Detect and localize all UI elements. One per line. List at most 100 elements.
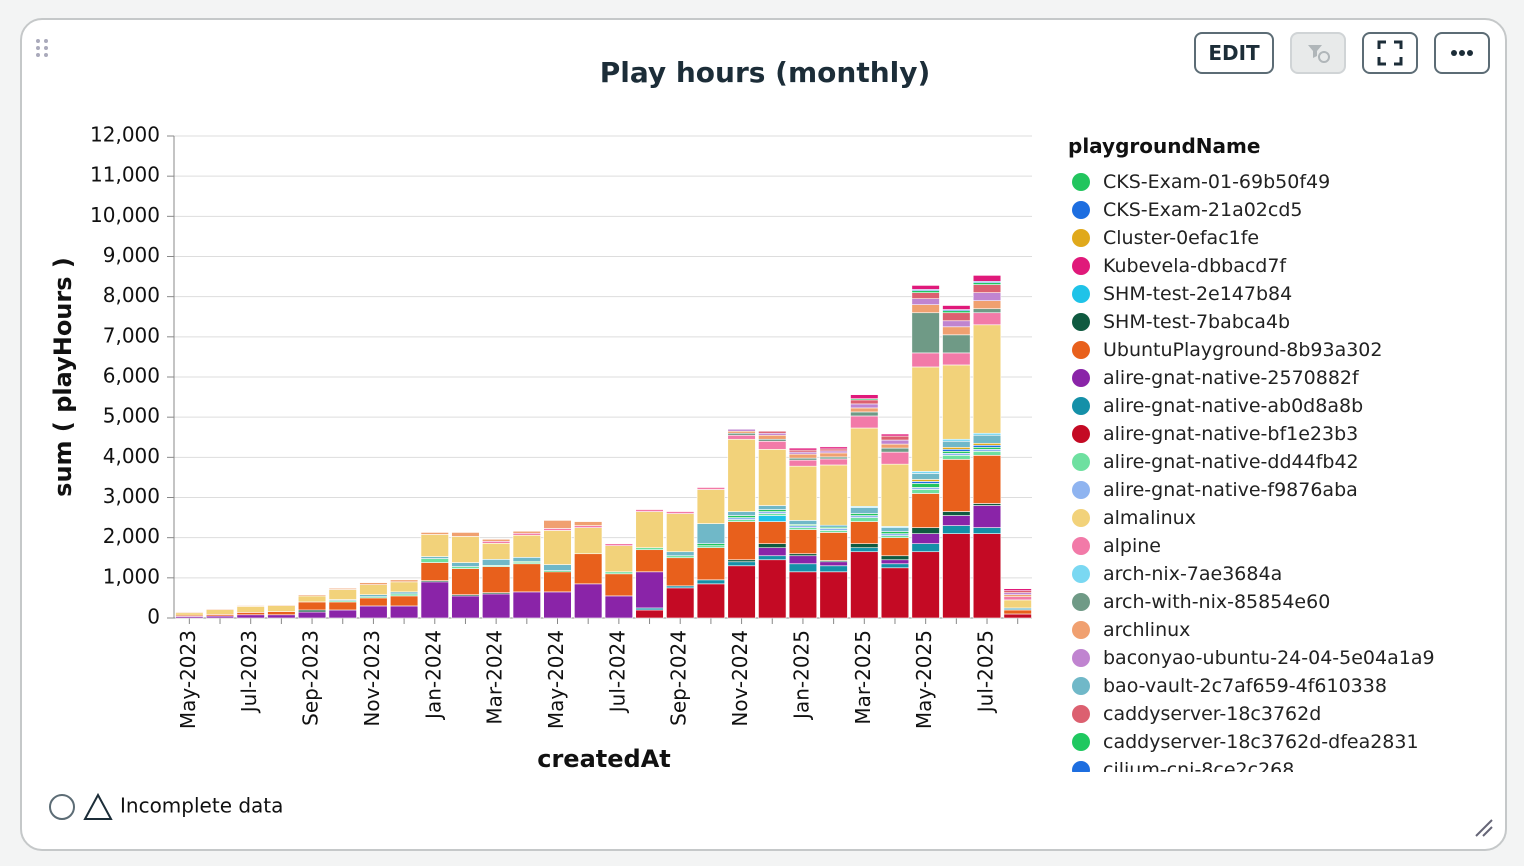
bar-segment (236, 612, 265, 616)
bar-segment (911, 551, 940, 619)
bar-segment (942, 305, 971, 310)
bar-segment (696, 583, 726, 619)
bar-segment (205, 615, 235, 619)
legend-entry[interactable]: alire-gnat-native-dd44fb42 (1066, 448, 1496, 476)
bar-segment (788, 465, 818, 521)
bar-segment (788, 525, 818, 528)
bar-segment (850, 547, 879, 553)
chart-title: Play hours (monthly) (600, 56, 931, 89)
bar-segment (972, 455, 1002, 504)
bar-segment (850, 517, 879, 522)
legend-swatch (1072, 229, 1090, 247)
x-tick-label: Sep-2023 (299, 630, 323, 726)
bar-segment (297, 594, 327, 597)
legend-entry[interactable]: SHM-test-2e147b84 (1066, 280, 1496, 308)
legend-swatch (1072, 453, 1090, 471)
fullscreen-button[interactable] (1362, 32, 1418, 74)
legend-entry[interactable]: alire-gnat-native-f9876aba (1066, 476, 1496, 504)
legend-label: CKS-Exam-01-69b50f49 (1103, 171, 1331, 193)
bar-segment (972, 312, 1002, 326)
bar-segment (389, 593, 419, 597)
y-tick-label: 10,000 (90, 203, 160, 227)
bar-segment (389, 595, 419, 607)
legend-swatch (1072, 677, 1090, 695)
bar-segment (819, 450, 848, 454)
legend-swatch (1072, 761, 1090, 772)
legend-swatch (1072, 341, 1090, 359)
legend-entry[interactable]: CKS-Exam-21a02cd5 (1066, 196, 1496, 224)
bar-segment (635, 571, 664, 609)
bar-segment (451, 536, 480, 563)
legend-entry[interactable]: almalinux (1066, 504, 1496, 532)
bar-segment (819, 456, 848, 460)
bar-segment (850, 513, 879, 516)
bar-segment (297, 611, 327, 619)
bar-segment (972, 533, 1002, 619)
legend-entry[interactable]: arch-nix-7ae3684a (1066, 560, 1496, 588)
legend-entry[interactable]: caddyserver-18c3762d-dfea2831 (1066, 728, 1496, 756)
legend-entry[interactable]: arch-with-nix-85854e60 (1066, 588, 1496, 616)
bar-segment (942, 455, 971, 460)
legend-entry[interactable]: Kubevela-dbbacd7f (1066, 252, 1496, 280)
bar-segment (788, 457, 818, 461)
bar-segment (819, 458, 848, 466)
more-button[interactable] (1434, 32, 1490, 74)
bar-segment (942, 438, 971, 442)
bar-segment (788, 520, 818, 525)
bar-segment (727, 519, 756, 522)
legend-entry[interactable]: SHM-test-7babca4b (1066, 308, 1496, 336)
edit-button[interactable]: EDIT (1194, 32, 1274, 74)
bar-segment (1003, 594, 1032, 598)
bar-segment (850, 403, 879, 409)
bar-segment (911, 481, 940, 484)
legend-entry[interactable]: alire-gnat-native-ab0d8a8b (1066, 392, 1496, 420)
legend-label: bao-vault-2c7af659-4f610338 (1103, 675, 1387, 697)
legend-swatch (1072, 201, 1090, 219)
legend-entry[interactable]: archlinux (1066, 616, 1496, 644)
bar-segment (389, 605, 419, 619)
bar-segment (512, 563, 541, 593)
x-tick-label: Nov-2023 (360, 630, 384, 727)
bar-segment (543, 564, 572, 571)
legend-label: arch-nix-7ae3684a (1103, 563, 1283, 585)
bar-segment (819, 561, 848, 567)
bar-segment (942, 525, 971, 534)
bar-segment (666, 551, 695, 557)
bar-segment (328, 587, 357, 590)
legend-swatch (1072, 509, 1090, 527)
bar-segment (911, 479, 940, 482)
bar-segment (604, 573, 633, 597)
legend-entry[interactable]: Cluster-0efac1fe (1066, 224, 1496, 252)
bar-segment (758, 547, 787, 557)
bar-segment (267, 611, 296, 616)
bar-segment (942, 533, 971, 619)
bar-segment (911, 471, 940, 474)
legend-label: Kubevela-dbbacd7f (1103, 255, 1287, 277)
bar-segment (880, 443, 910, 449)
bar-segment (880, 537, 910, 557)
legend-label: UbuntuPlayground-8b93a302 (1103, 339, 1383, 361)
legend-entry[interactable]: baconyao-ubuntu-24-04-5e04a1a9 (1066, 644, 1496, 672)
legend-entry[interactable]: CKS-Exam-01-69b50f49 (1066, 168, 1496, 196)
legend-entry[interactable]: caddyserver-18c3762d (1066, 700, 1496, 728)
bar-segment (758, 440, 787, 450)
bar-segment (236, 605, 265, 607)
bar-segment (942, 320, 971, 328)
legend-entry[interactable]: UbuntuPlayground-8b93a302 (1066, 336, 1496, 364)
bar-segment (911, 292, 940, 299)
bar-segment (942, 453, 971, 456)
bar-segment (758, 515, 787, 522)
legend-title: playgroundName (1068, 134, 1261, 158)
legend-entry[interactable]: cilium-cni-8ce2c268 (1066, 756, 1496, 772)
legend-label: alire-gnat-native-ab0d8a8b (1103, 395, 1364, 417)
legend-label: alire-gnat-native-bf1e23b3 (1103, 423, 1359, 445)
bar-segment (850, 551, 879, 619)
filter-button[interactable] (1290, 32, 1346, 74)
legend-entry[interactable]: alpine (1066, 532, 1496, 560)
legend-entry[interactable]: bao-vault-2c7af659-4f610338 (1066, 672, 1496, 700)
bar-segment (635, 511, 664, 549)
legend-entry[interactable]: alire-gnat-native-2570882f (1066, 364, 1496, 392)
legend-entry[interactable]: alire-gnat-native-bf1e23b3 (1066, 420, 1496, 448)
x-tick-label: Mar-2024 (483, 630, 507, 725)
legend-swatch (1072, 425, 1090, 443)
